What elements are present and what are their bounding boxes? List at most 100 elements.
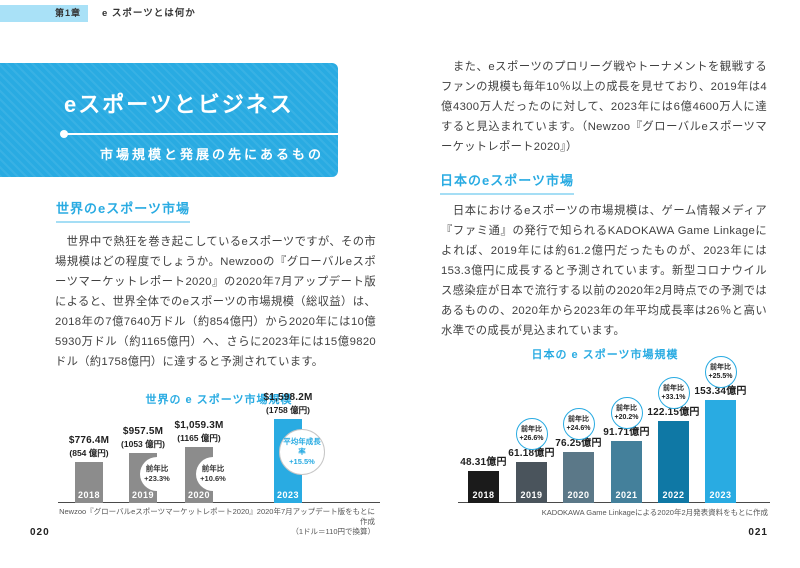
bar-2021: 2021 — [611, 441, 642, 503]
bar-year-label: 2020 — [567, 490, 590, 500]
yoy-badge: 前年比 +33.1% — [657, 377, 690, 409]
badge-label: 前年比 — [568, 415, 589, 423]
japan-market-paragraph: 日本におけるeスポーツの市場規模は、ゲーム情報メディア『ファミ通』の発行で知られ… — [441, 205, 767, 337]
bar-value-labels: $776.4M (854 億円) — [29, 435, 149, 459]
bar-value-label: (1165 億円) — [177, 433, 221, 443]
banner-subtitle: 市場規模と発展の先にあるもの — [99, 147, 324, 162]
badge-value: +10.6% — [200, 474, 226, 483]
bar-value-label: $1,059.3M — [174, 420, 224, 431]
bar-value-labels: $1,059.3M (1165 億円) — [139, 420, 259, 444]
bar-year-label: 2023 — [709, 490, 732, 500]
bar-group-2018: 48.31億円 2018 — [460, 337, 507, 503]
fans-paragraph: また、eスポーツのプロリーグ戦やトーナメントを観戦するファンの規模も毎年10％以… — [441, 61, 767, 153]
bar-group-2023: 153.34億円 2023 前年比 +25.5% — [694, 337, 746, 503]
badge-label: 前年比 — [663, 384, 684, 392]
yoy-badge: 前年比 +10.6% — [196, 457, 230, 491]
bar-value-label: 76.25億円 — [555, 438, 602, 449]
badge-label: 前年比 — [616, 404, 637, 412]
chart-japan-title: 日本の e スポーツ市場規模 — [531, 349, 679, 361]
badge-label: 前年比 — [145, 464, 169, 474]
bar-2018: 2018 — [468, 471, 499, 503]
bar-year-label: 2023 — [276, 490, 300, 500]
bar-2023: 2023 — [705, 400, 736, 503]
bar-value-label: $957.5M — [122, 426, 164, 437]
chart-japan-esports-market: 48.31億円 2018 61.18億円 2019 前年比 +26.6% 76.25億円 20… — [458, 337, 770, 503]
section-heading-world: 世界のeスポーツ市場 — [56, 198, 190, 223]
world-market-paragraph: 世界中で熱狂を巻き起こしているeスポーツですが、その市場規模はどの程度でしょうか… — [55, 236, 376, 368]
bar-value-labels: 153.34億円 — [661, 382, 781, 397]
badge-label: 前年比 — [201, 464, 225, 474]
bar-year-label: 2022 — [662, 490, 685, 500]
bar-value-label: (854 億円) — [69, 448, 109, 458]
chart-japan-caption: KADOKAWA Game Linkageによる2020年2月発表資料をもとに作… — [458, 508, 768, 518]
badge-value: +26.6% — [519, 435, 544, 442]
header-section-title: e スポーツとは何か — [102, 8, 196, 19]
bar-value-labels: $957.5M (1053 億円) — [83, 426, 203, 450]
bar-group-2019: $957.5M (1053 億円) 2019 前年比 +23.3% — [121, 379, 174, 503]
bar-2019: 2019 — [516, 462, 547, 503]
bar-value-labels: 48.31億円 — [424, 453, 544, 468]
bar-year-label: 2020 — [187, 490, 211, 500]
bar-value-label: 48.31億円 — [460, 457, 507, 468]
chart-world-title: 世界の e スポーツ市場規模 — [145, 394, 293, 406]
yoy-badge: 前年比 +20.2% — [610, 397, 643, 429]
bar-group-2018: $776.4M (854 億円) 2018 — [69, 379, 109, 503]
banner-title: eスポーツとビジネス — [64, 92, 294, 117]
caption-line: Newzoo『グローバルeスポーツマーケットレポート2020』2020年7月アッ… — [59, 507, 375, 526]
bar-year-label: 2019 — [520, 490, 543, 500]
bar-group-2022: 122.15億円 2022 前年比 +33.1% — [647, 337, 699, 503]
bar-value-labels: $1,598.2M (1758 億円) — [228, 392, 348, 416]
x-axis — [58, 502, 380, 503]
yoy-badge: 前年比 +26.6% — [515, 418, 548, 450]
bar-value-label: 153.34億円 — [694, 386, 747, 397]
bar-group-2023: $1,598.2M (1758 億円) 2023 平均年成長率 +15.5% — [263, 379, 325, 503]
bar-value-labels: 91.71億円 — [567, 423, 687, 438]
bar-2018: 2018 — [75, 462, 103, 503]
header-chapter-label: 第1章 — [54, 8, 81, 18]
section-heading-japan: 日本のeスポーツ市場 — [440, 170, 574, 195]
bar-value-label: 61.18億円 — [508, 448, 555, 459]
banner-divider — [60, 130, 338, 138]
bar-year-label: 2019 — [131, 490, 155, 500]
yoy-badge: 前年比 +25.5% — [704, 356, 737, 388]
banner-dot-icon — [60, 130, 68, 138]
bar-value-label: 122.15億円 — [647, 407, 700, 418]
bar-group-2021: 91.71億円 2021 前年比 +20.2% — [603, 337, 650, 503]
badge-label: 前年比 — [521, 425, 542, 433]
bar-value-label: $776.4M — [68, 435, 110, 446]
bar-value-labels: 76.25億円 — [519, 434, 639, 449]
bar-2022: 2022 — [658, 421, 689, 503]
badge-label: 前年比 — [710, 363, 731, 371]
yoy-badge: 前年比 +24.6% — [562, 408, 595, 440]
badge-value: +25.5% — [708, 373, 733, 380]
title-banner: eスポーツとビジネス 市場規模と発展の先にあるもの — [0, 63, 338, 177]
bar-value-label: (1758 億円) — [266, 405, 310, 415]
bar-value-label: (1053 億円) — [121, 439, 165, 449]
bar-value-label: $1,598.2M — [263, 392, 313, 403]
page-number-left: 020 — [30, 527, 50, 538]
bar-2020: 2020 — [563, 452, 594, 503]
badge-value: +24.6% — [566, 425, 591, 432]
bar-year-label: 2021 — [615, 490, 638, 500]
bar-group-2020: 76.25億円 2020 前年比 +24.6% — [555, 337, 602, 503]
yoy-badge: 平均年成長率 +15.5% — [279, 429, 325, 475]
bar-value-labels: 122.15億円 — [614, 403, 734, 418]
bar-year-label: 2018 — [77, 490, 101, 500]
bar-group-2019: 61.18億円 2019 前年比 +26.6% — [508, 337, 555, 503]
chart-world-esports-market: $776.4M (854 億円) 2018 $957.5M (1053 億円) 2019 前… — [58, 379, 380, 503]
badge-value: +20.2% — [614, 414, 639, 421]
yoy-badge: 前年比 +23.3% — [140, 457, 174, 491]
bar-year-label: 2018 — [472, 490, 495, 500]
badge-value: +33.1% — [661, 394, 686, 401]
badge-label: 平均年成長率 — [283, 437, 321, 457]
badge-value: +23.3% — [144, 474, 170, 483]
bar-value-labels: 61.18億円 — [472, 444, 592, 459]
chart-world-caption: Newzoo『グローバルeスポーツマーケットレポート2020』2020年7月アッ… — [58, 507, 375, 537]
badge-value: +15.5% — [289, 456, 315, 466]
page-number-right: 021 — [748, 527, 768, 538]
bar-value-label: 91.71億円 — [603, 427, 650, 438]
bar-group-2020: $1,059.3M (1165 億円) 2020 前年比 +10.6% — [174, 379, 230, 503]
caption-line: KADOKAWA Game Linkageによる2020年2月発表資料をもとに作… — [541, 508, 768, 517]
header-chapter-tag: 第1章 — [0, 5, 88, 22]
